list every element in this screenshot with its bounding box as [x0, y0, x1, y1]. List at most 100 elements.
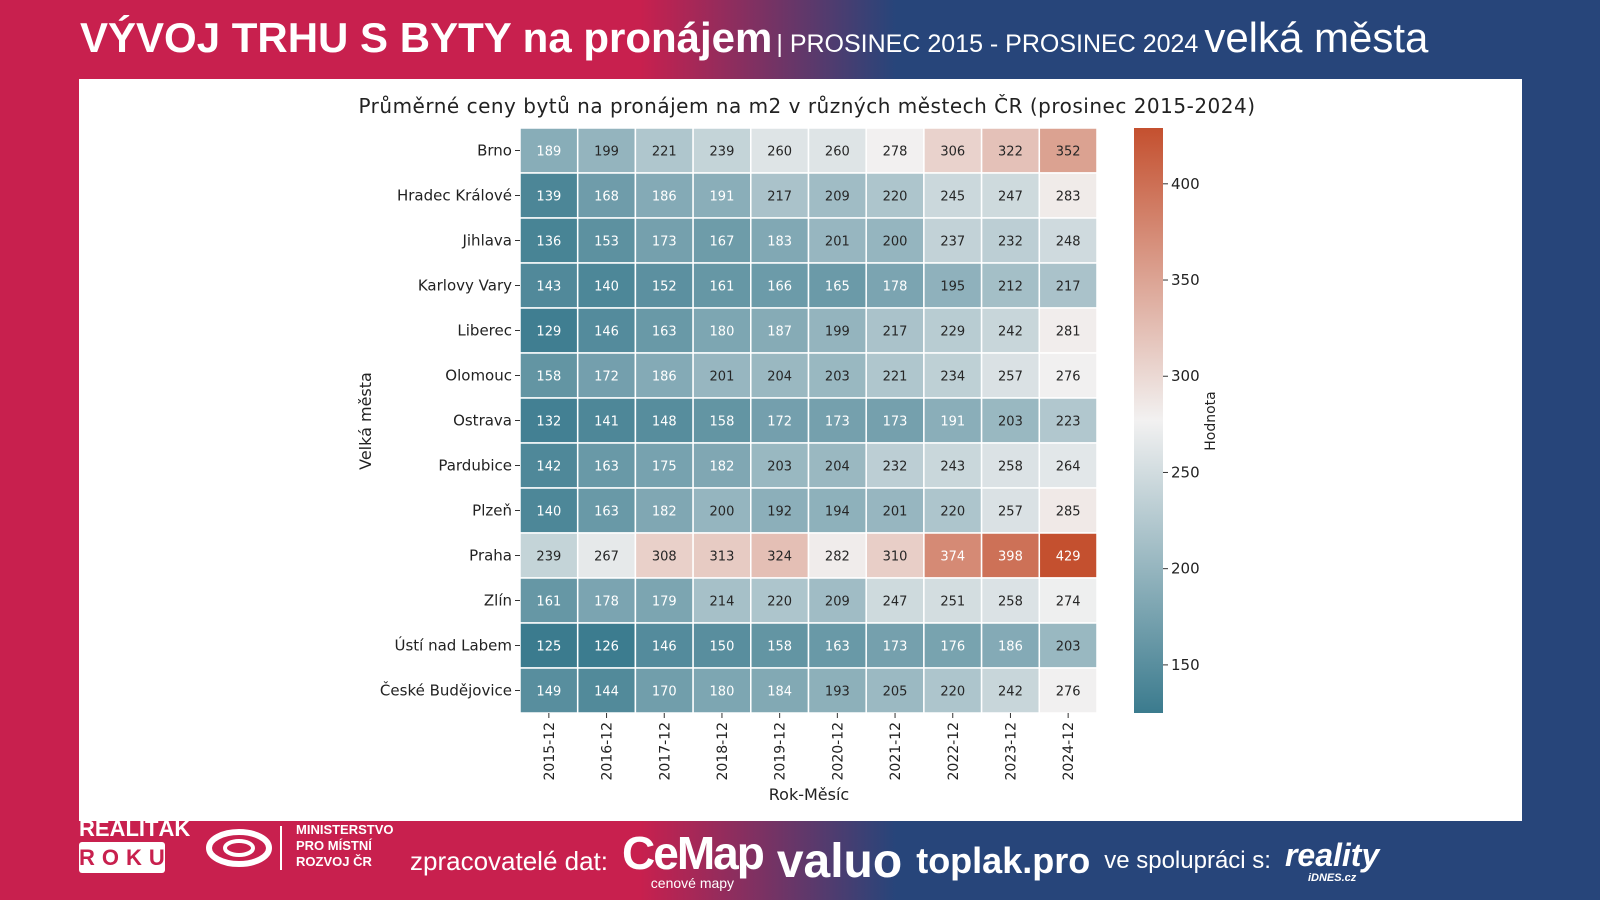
heatmap-cell	[980, 532, 1041, 579]
colorbar-label: Hodnota	[1203, 391, 1219, 451]
cell-value-label: 232	[883, 460, 908, 475]
cell-value-label: 203	[767, 460, 792, 475]
heatmap-cell	[750, 442, 810, 489]
cell-value-label: 140	[536, 505, 561, 520]
colorbar	[1134, 128, 1163, 713]
heatmap-cell	[750, 352, 810, 399]
heatmap-cell	[980, 307, 1041, 354]
heatmap-cell	[807, 622, 867, 669]
heatmap-cell	[576, 172, 637, 219]
ministry-line: PRO MÍSTNÍ	[296, 838, 372, 853]
cell-value-label: 149	[536, 685, 561, 700]
cell-value-label: 180	[710, 325, 735, 340]
reality-idnes-logo: reality	[1284, 836, 1380, 873]
y-tick-label: Ústí nad Labem	[394, 636, 512, 655]
realitak-logo-text: REALIŤÁK	[79, 816, 191, 841]
heatmap-cell	[865, 487, 925, 534]
colorbar-tick-label: 250	[1171, 463, 1200, 481]
cell-value-label: 161	[710, 280, 735, 295]
x-tick-label: 2022-12	[946, 722, 962, 781]
heatmap-cell	[692, 442, 752, 489]
x-tick-label: 2017-12	[657, 722, 673, 781]
heatmap-cell	[519, 262, 579, 309]
cell-value-label: 203	[998, 415, 1023, 430]
heatmap-cell	[692, 352, 752, 399]
cell-value-label: 324	[767, 550, 792, 565]
y-tick-label: Ostrava	[453, 412, 512, 430]
cell-value-label: 239	[536, 550, 561, 565]
x-tick-label: 2018-12	[715, 722, 731, 781]
heatmap-cell	[980, 442, 1041, 489]
colorbar-tick-label: 300	[1171, 367, 1200, 385]
cell-value-label: 173	[652, 235, 677, 250]
heatmap-cell	[692, 577, 752, 624]
heatmap-cell	[980, 172, 1041, 219]
cell-value-label: 192	[767, 505, 792, 520]
cell-value-label: 217	[1056, 280, 1081, 295]
cell-value-label: 195	[940, 280, 965, 295]
colorbar-tick-label: 150	[1171, 656, 1200, 674]
heatmap-cell	[692, 397, 752, 444]
cell-value-label: 165	[825, 280, 850, 295]
heatmap-cell	[923, 127, 983, 174]
heatmap-cell	[750, 577, 810, 624]
y-tick-label: České Budějovice	[380, 681, 512, 700]
header-title: VÝVOJ TRHU S BYTY na pronájem	[80, 14, 773, 61]
cell-value-label: 374	[940, 550, 965, 565]
cell-value-label: 245	[940, 190, 965, 205]
cell-value-label: 186	[652, 370, 677, 385]
cell-value-label: 217	[767, 190, 792, 205]
cell-value-label: 247	[883, 595, 908, 610]
cell-value-label: 182	[710, 460, 735, 475]
cell-value-label: 264	[1056, 460, 1081, 475]
y-tick-label: Plzeň	[472, 502, 512, 520]
y-axis-label: Velká města	[356, 372, 375, 470]
cell-value-label: 201	[883, 505, 908, 520]
heatmap-cell	[980, 397, 1041, 444]
cell-value-label: 182	[652, 505, 677, 520]
cell-value-label: 282	[825, 550, 850, 565]
cell-value-label: 150	[710, 640, 735, 655]
cell-value-label: 260	[767, 145, 792, 160]
cemap-logo: CeMap	[622, 827, 765, 879]
cemap-subtitle: cenové mapy	[650, 875, 735, 891]
heatmap-cell	[576, 487, 637, 534]
heatmap-cell	[692, 172, 752, 219]
heatmap-cell	[1038, 217, 1098, 264]
heatmap-cell	[865, 532, 925, 579]
cell-value-label: 212	[998, 280, 1023, 295]
cell-value-label: 201	[825, 235, 850, 250]
heatmap-chart: Průměrné ceny bytů na pronájem na m2 v r…	[356, 94, 1255, 804]
heatmap-cell	[750, 487, 810, 534]
cell-value-label: 243	[940, 460, 965, 475]
cell-value-label: 257	[998, 370, 1023, 385]
cell-value-label: 285	[1056, 505, 1081, 520]
cell-value-label: 229	[940, 325, 965, 340]
cell-value-label: 203	[1056, 640, 1081, 655]
header-segment: velká města	[1204, 14, 1429, 61]
cell-value-label: 152	[652, 280, 677, 295]
roku-badge: ROKU	[79, 842, 165, 873]
ministry-line: MINISTERSTVO	[296, 822, 394, 837]
heatmap-cell	[923, 577, 983, 624]
cell-value-label: 429	[1056, 550, 1081, 565]
cell-value-label: 140	[594, 280, 619, 295]
x-tick-label: 2024-12	[1061, 722, 1077, 781]
cemap-logo-block: CeMap cenové mapy	[622, 827, 765, 891]
cell-value-label: 189	[536, 145, 561, 160]
cell-value-label: 183	[767, 235, 792, 250]
cell-value-label: 260	[825, 145, 850, 160]
cell-value-label: 158	[536, 370, 561, 385]
cell-value-label: 204	[825, 460, 850, 475]
cell-value-label: 283	[1056, 190, 1081, 205]
heatmap-cell	[807, 442, 867, 489]
heatmap-cell	[576, 667, 637, 714]
reality-idnes-subtitle: iDNES.cz	[1307, 871, 1357, 884]
cell-value-label: 201	[710, 370, 735, 385]
heatmap-cell	[1038, 577, 1098, 624]
heatmap-cell	[1038, 532, 1098, 579]
x-tick-label: 2020-12	[830, 722, 846, 781]
cell-value-label: 257	[998, 505, 1023, 520]
cell-value-label: 217	[883, 325, 908, 340]
heatmap-cell	[807, 262, 867, 309]
